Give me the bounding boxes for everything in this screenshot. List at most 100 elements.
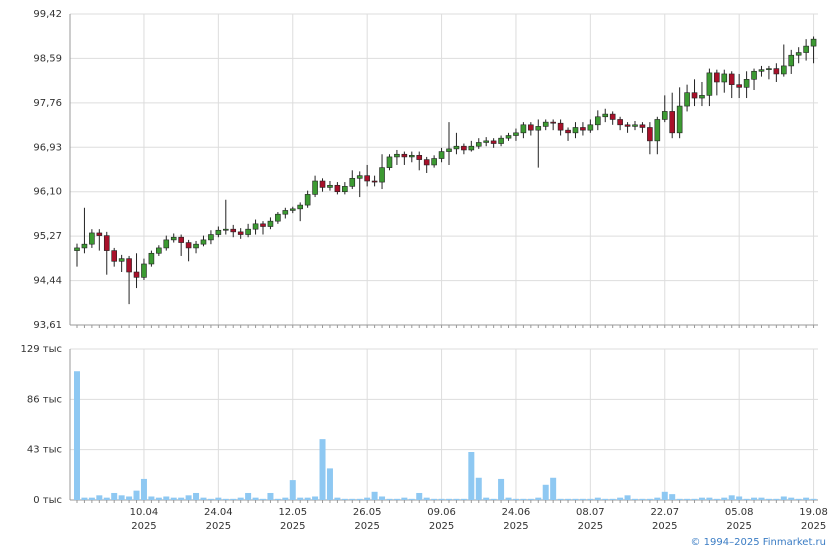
x-tick-label-line: 24.06 — [502, 507, 531, 518]
volume-bar — [751, 497, 758, 500]
candle-body — [461, 145, 467, 151]
candle-body — [96, 232, 103, 236]
volume-bar — [676, 498, 683, 500]
candle-body — [691, 92, 698, 99]
x-tick-label-line: 2025 — [280, 521, 305, 532]
volume-bar — [304, 497, 311, 500]
candle-body — [468, 145, 475, 151]
candle-body — [260, 223, 266, 227]
x-tick-label-line: 26.05 — [353, 507, 382, 518]
source-link[interactable]: © 1994–2025 Finmarket.ru — [690, 537, 826, 548]
volume-bar — [803, 497, 810, 500]
x-tick-label-line: 22.07 — [650, 507, 679, 518]
candle-body — [513, 132, 519, 136]
candle-body — [386, 156, 393, 168]
candle-body — [780, 65, 787, 75]
volume-bar — [483, 497, 490, 500]
volume-bar — [706, 497, 713, 500]
volume-bar — [661, 491, 668, 500]
volume-bar — [185, 495, 192, 500]
volume-bar — [245, 492, 252, 500]
volume-bar — [639, 498, 646, 500]
candle-body — [319, 180, 326, 188]
volume-bar — [207, 498, 214, 500]
volume-bar — [602, 498, 609, 500]
x-tick-label-line: 2025 — [801, 521, 826, 532]
candle-body — [342, 186, 348, 193]
candle-body — [89, 232, 95, 245]
volume-bar — [349, 498, 356, 500]
volume-bar — [297, 497, 304, 500]
x-tick-label-line: 19.08 — [799, 507, 828, 518]
volume-bar — [371, 491, 378, 500]
volume-bar — [178, 497, 185, 500]
candle-body — [208, 234, 214, 241]
candle-body — [535, 126, 542, 131]
candle-body — [721, 73, 728, 83]
candle-body — [639, 124, 646, 128]
volume-bar — [594, 497, 601, 500]
y-tick-label: 129 тыс — [21, 344, 62, 355]
volume-bar — [326, 468, 333, 500]
x-tick-label-line: 08.07 — [576, 507, 605, 518]
candle-body — [446, 148, 452, 152]
candle-body — [431, 158, 437, 166]
y-tick-label: 86 тыс — [27, 394, 62, 405]
candle-body — [728, 73, 735, 85]
volume-bar — [170, 497, 177, 500]
volume-bar — [587, 498, 594, 500]
candle-body — [327, 184, 333, 188]
volume-bar — [312, 496, 319, 500]
candle-body — [714, 72, 720, 83]
volume-bar — [140, 478, 147, 500]
x-tick-label-line: 05.08 — [725, 507, 754, 518]
volume-bar — [542, 484, 549, 500]
candle-body — [334, 184, 341, 193]
candle-body — [795, 52, 802, 56]
candle-body — [111, 250, 117, 262]
candle-body — [252, 223, 259, 230]
volume-bar — [453, 498, 460, 500]
candle-body — [706, 72, 713, 96]
candle-body — [423, 159, 430, 166]
x-tick-label-line: 2025 — [503, 521, 528, 532]
volume-bar — [155, 497, 162, 500]
candle-body — [141, 263, 147, 278]
candle-body — [193, 243, 199, 249]
volume-bar — [356, 498, 363, 500]
candle-body — [542, 121, 549, 127]
candle-body — [594, 116, 601, 126]
y-tick-label: 0 тыс — [33, 495, 62, 506]
candle-body — [498, 137, 504, 144]
volume-bar — [103, 497, 110, 500]
candle-body — [304, 194, 311, 206]
volume-bar — [252, 497, 259, 500]
volume-bar — [565, 498, 572, 500]
candle-body — [245, 228, 251, 235]
volume-bar — [438, 498, 445, 500]
x-tick-label-line: 2025 — [726, 521, 751, 532]
volume-bar — [505, 497, 512, 500]
candle-body — [803, 45, 809, 53]
volume-bar — [654, 497, 661, 500]
candle-body — [133, 271, 140, 278]
volume-bar — [691, 498, 698, 500]
candle-body — [74, 247, 80, 251]
candle-body — [669, 111, 676, 134]
candle-body — [163, 239, 170, 249]
candle-body — [609, 113, 616, 120]
volume-bar — [200, 497, 207, 500]
volume-bar — [364, 497, 371, 500]
candle-body — [178, 236, 184, 243]
candle-body — [483, 140, 490, 143]
candle-body — [379, 167, 385, 183]
candle-body — [624, 124, 631, 127]
volume-bar — [713, 498, 720, 500]
volume-bar — [669, 494, 676, 500]
x-tick-label-line: 24.04 — [204, 507, 233, 518]
candle-body — [416, 155, 423, 160]
volume-bar — [215, 497, 222, 500]
candle-body — [156, 247, 162, 254]
volume-bar — [341, 498, 348, 500]
